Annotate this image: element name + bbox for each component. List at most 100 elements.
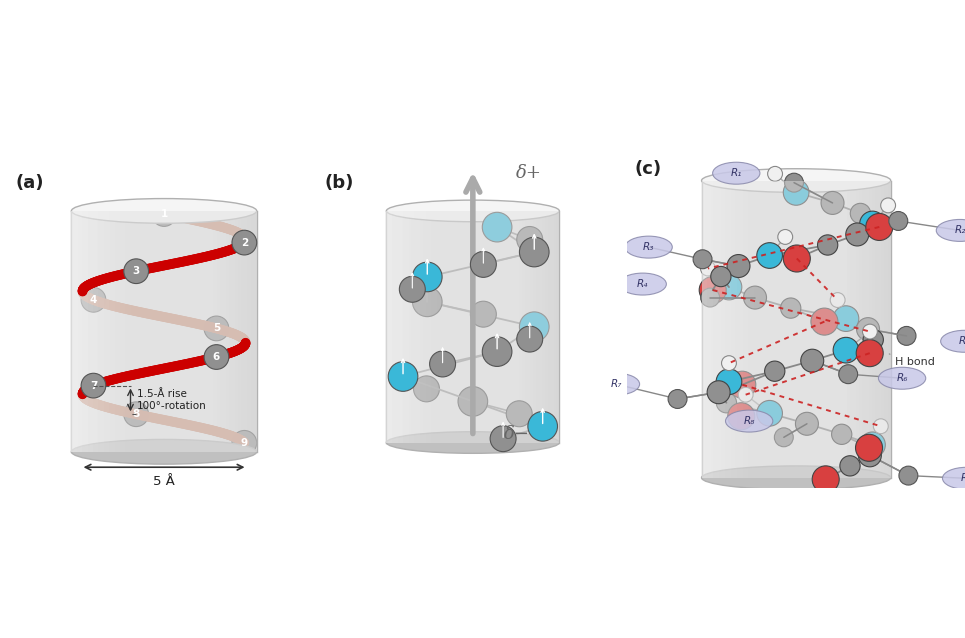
Bar <box>126 211 129 452</box>
Text: (a): (a) <box>15 174 44 192</box>
Bar <box>551 211 554 443</box>
Circle shape <box>767 167 783 181</box>
Circle shape <box>811 308 838 335</box>
Circle shape <box>873 419 888 434</box>
Bar <box>722 181 725 478</box>
Bar <box>755 181 760 478</box>
Circle shape <box>744 286 766 309</box>
Circle shape <box>470 301 496 327</box>
Circle shape <box>863 329 883 350</box>
Bar <box>104 211 107 452</box>
Bar <box>863 181 866 478</box>
Text: R₃: R₃ <box>643 242 654 252</box>
Bar <box>859 181 863 478</box>
Circle shape <box>507 401 532 427</box>
Ellipse shape <box>386 200 560 222</box>
Circle shape <box>899 466 918 485</box>
Circle shape <box>693 250 712 269</box>
Circle shape <box>795 412 818 435</box>
Bar <box>386 211 560 443</box>
Circle shape <box>857 318 879 341</box>
Bar <box>125 211 131 452</box>
Bar <box>736 181 743 478</box>
Bar <box>110 211 114 452</box>
Circle shape <box>850 204 870 223</box>
Circle shape <box>716 369 742 394</box>
Bar <box>117 211 120 452</box>
Bar <box>232 211 235 452</box>
Circle shape <box>757 242 783 269</box>
Bar <box>131 211 136 452</box>
Circle shape <box>414 376 439 402</box>
Ellipse shape <box>702 168 891 192</box>
Bar <box>95 211 97 452</box>
Bar <box>743 181 749 478</box>
Bar <box>531 211 534 443</box>
Bar <box>238 211 241 452</box>
Circle shape <box>729 371 756 398</box>
Bar <box>403 211 409 443</box>
Bar <box>247 211 251 452</box>
Circle shape <box>124 259 149 283</box>
Bar <box>853 181 856 478</box>
Bar <box>410 211 414 443</box>
Bar <box>534 211 537 443</box>
Bar <box>386 211 390 443</box>
Circle shape <box>528 412 558 441</box>
Bar <box>702 181 707 478</box>
Circle shape <box>784 179 809 205</box>
Bar <box>109 211 115 452</box>
Bar <box>97 211 100 452</box>
Bar <box>88 211 93 452</box>
Bar <box>435 211 438 443</box>
Text: 7: 7 <box>90 381 97 390</box>
Bar <box>702 181 891 478</box>
Text: 4: 4 <box>90 295 97 305</box>
Circle shape <box>152 202 177 226</box>
Circle shape <box>716 274 742 300</box>
Bar <box>702 181 891 478</box>
Bar <box>741 181 745 478</box>
Bar <box>878 181 881 478</box>
Bar <box>707 181 713 478</box>
Circle shape <box>400 276 426 302</box>
Bar <box>868 181 871 478</box>
Circle shape <box>889 212 908 230</box>
Bar <box>843 181 846 478</box>
Bar <box>426 211 431 443</box>
Ellipse shape <box>712 162 759 184</box>
Circle shape <box>860 432 885 457</box>
Circle shape <box>711 267 731 286</box>
Bar <box>244 211 247 452</box>
Ellipse shape <box>943 467 965 489</box>
Bar <box>522 211 525 443</box>
Bar <box>414 211 417 443</box>
Bar <box>220 211 223 452</box>
Circle shape <box>232 230 257 255</box>
Text: δ−: δ− <box>504 426 530 443</box>
Bar <box>404 211 407 443</box>
Circle shape <box>866 214 893 241</box>
Bar <box>431 211 435 443</box>
Text: (b): (b) <box>324 174 354 192</box>
Bar <box>114 211 117 452</box>
Bar <box>401 211 404 443</box>
Bar <box>226 211 229 452</box>
Circle shape <box>845 223 868 246</box>
Bar <box>738 181 741 478</box>
Bar <box>235 211 238 452</box>
Bar <box>93 211 98 452</box>
Bar <box>888 181 891 478</box>
Bar <box>438 211 441 443</box>
Bar <box>866 181 868 478</box>
Bar <box>537 211 539 443</box>
Circle shape <box>821 191 844 214</box>
Circle shape <box>801 349 824 372</box>
Text: 5 Å: 5 Å <box>153 475 175 488</box>
Bar <box>557 211 560 443</box>
Bar <box>71 211 257 452</box>
Bar <box>81 211 84 452</box>
Bar <box>229 211 232 452</box>
Bar <box>78 211 81 452</box>
Text: R₅: R₅ <box>958 336 965 346</box>
